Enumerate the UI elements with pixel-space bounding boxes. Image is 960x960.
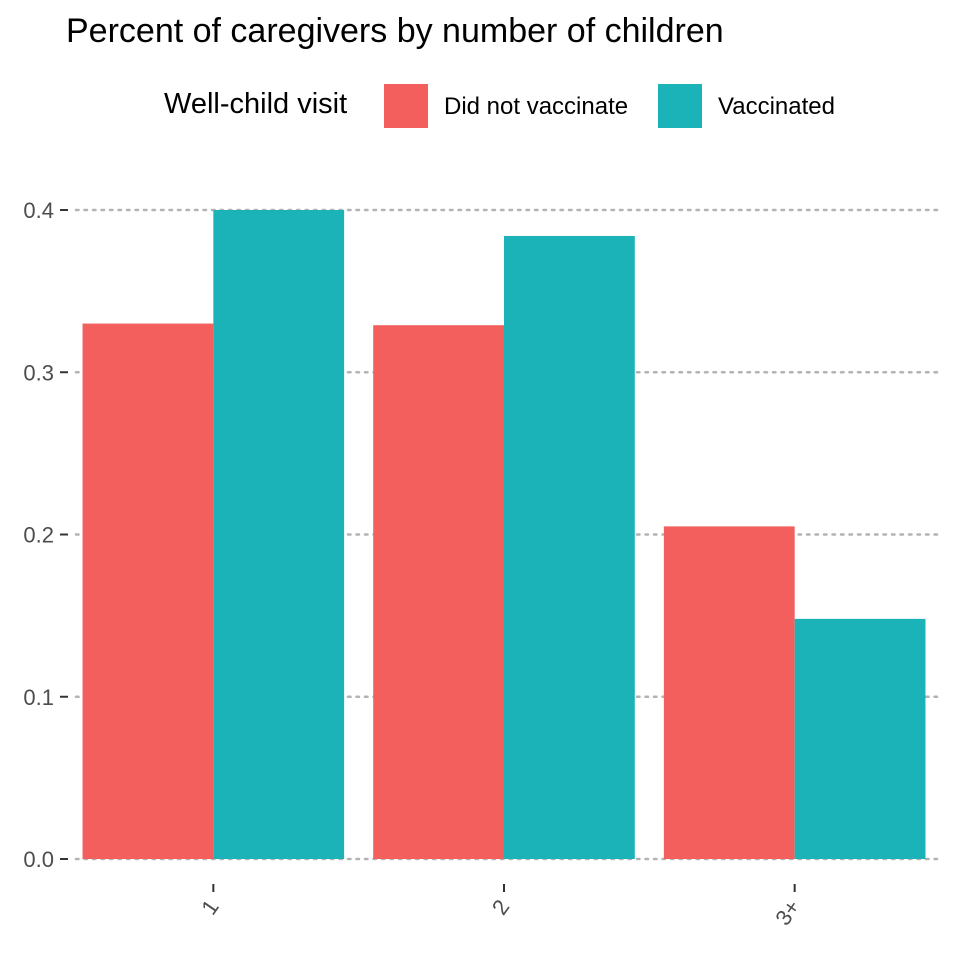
legend-label-did-not-vaccinate: Did not vaccinate [444,93,629,120]
legend-label-vaccinated: Vaccinated [718,93,835,120]
bar-did-not-vaccinate-3 [663,526,795,859]
bar-did-not-vaccinate-2 [373,325,504,859]
y-tick-label: 0.2 [23,523,54,548]
legend-key-did-not-vaccinate [384,84,428,128]
chart-title: Percent of caregivers by number of child… [66,12,724,50]
x-tick-label: 1 [196,895,224,919]
x-tick-label: 3+ [770,895,805,930]
bar-did-not-vaccinate-1 [82,323,214,859]
legend-key-vaccinated [658,84,702,128]
y-tick-label: 0.1 [23,685,54,710]
bar-vaccinated-1 [213,210,345,859]
y-tick-label: 0.4 [23,198,54,223]
y-tick-label: 0.0 [23,847,54,872]
bar-vaccinated-3 [794,618,926,859]
bar-vaccinated-2 [504,235,635,859]
x-tick-label: 2 [487,895,515,919]
y-tick-label: 0.3 [23,360,54,385]
legend: Well-child visit Did not vaccinate Vacci… [0,84,960,130]
legend-title: Well-child visit [164,88,348,120]
